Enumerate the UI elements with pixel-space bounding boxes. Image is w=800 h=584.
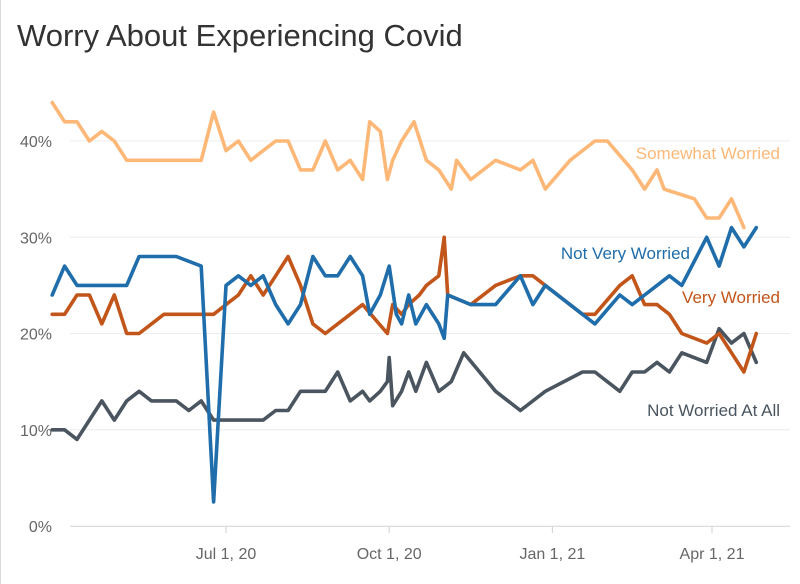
series-label-not-worried-at-all: Not Worried At All <box>647 401 780 420</box>
axes: 0% 10% 20% 30% 40% Jul 1, 20 Oct 1, 20 Jan 1, 2… <box>20 134 790 563</box>
series-labels: Somewhat Worried Not Very Worried Very Wor… <box>561 144 780 420</box>
x-tick-label: Jan 1, 21 <box>519 546 585 563</box>
series-line-very-worried <box>50 235 759 374</box>
y-tick-label: 20% <box>20 327 52 344</box>
chart-title: Worry About Experiencing Covid <box>17 18 463 53</box>
y-tick-label: 0% <box>29 519 52 536</box>
series-line-not-worried-at-all <box>50 326 759 442</box>
x-tick-label: Apr 1, 21 <box>680 546 745 563</box>
series-label-very-worried: Very Worried <box>682 288 780 307</box>
left-border <box>0 0 1 584</box>
series-label-not-very-worried: Not Very Worried <box>561 244 690 263</box>
y-tick-label: 10% <box>20 423 52 440</box>
x-tick-label: Jul 1, 20 <box>196 546 257 563</box>
series-lines <box>50 100 759 504</box>
series-label-somewhat-worried: Somewhat Worried <box>636 144 780 163</box>
x-tick-label: Oct 1, 20 <box>357 546 422 563</box>
y-tick-label: 40% <box>20 134 52 151</box>
y-tick-label: 30% <box>20 230 52 247</box>
series-line-somewhat-worried <box>50 100 746 230</box>
series-line-not-very-worried <box>50 225 759 504</box>
